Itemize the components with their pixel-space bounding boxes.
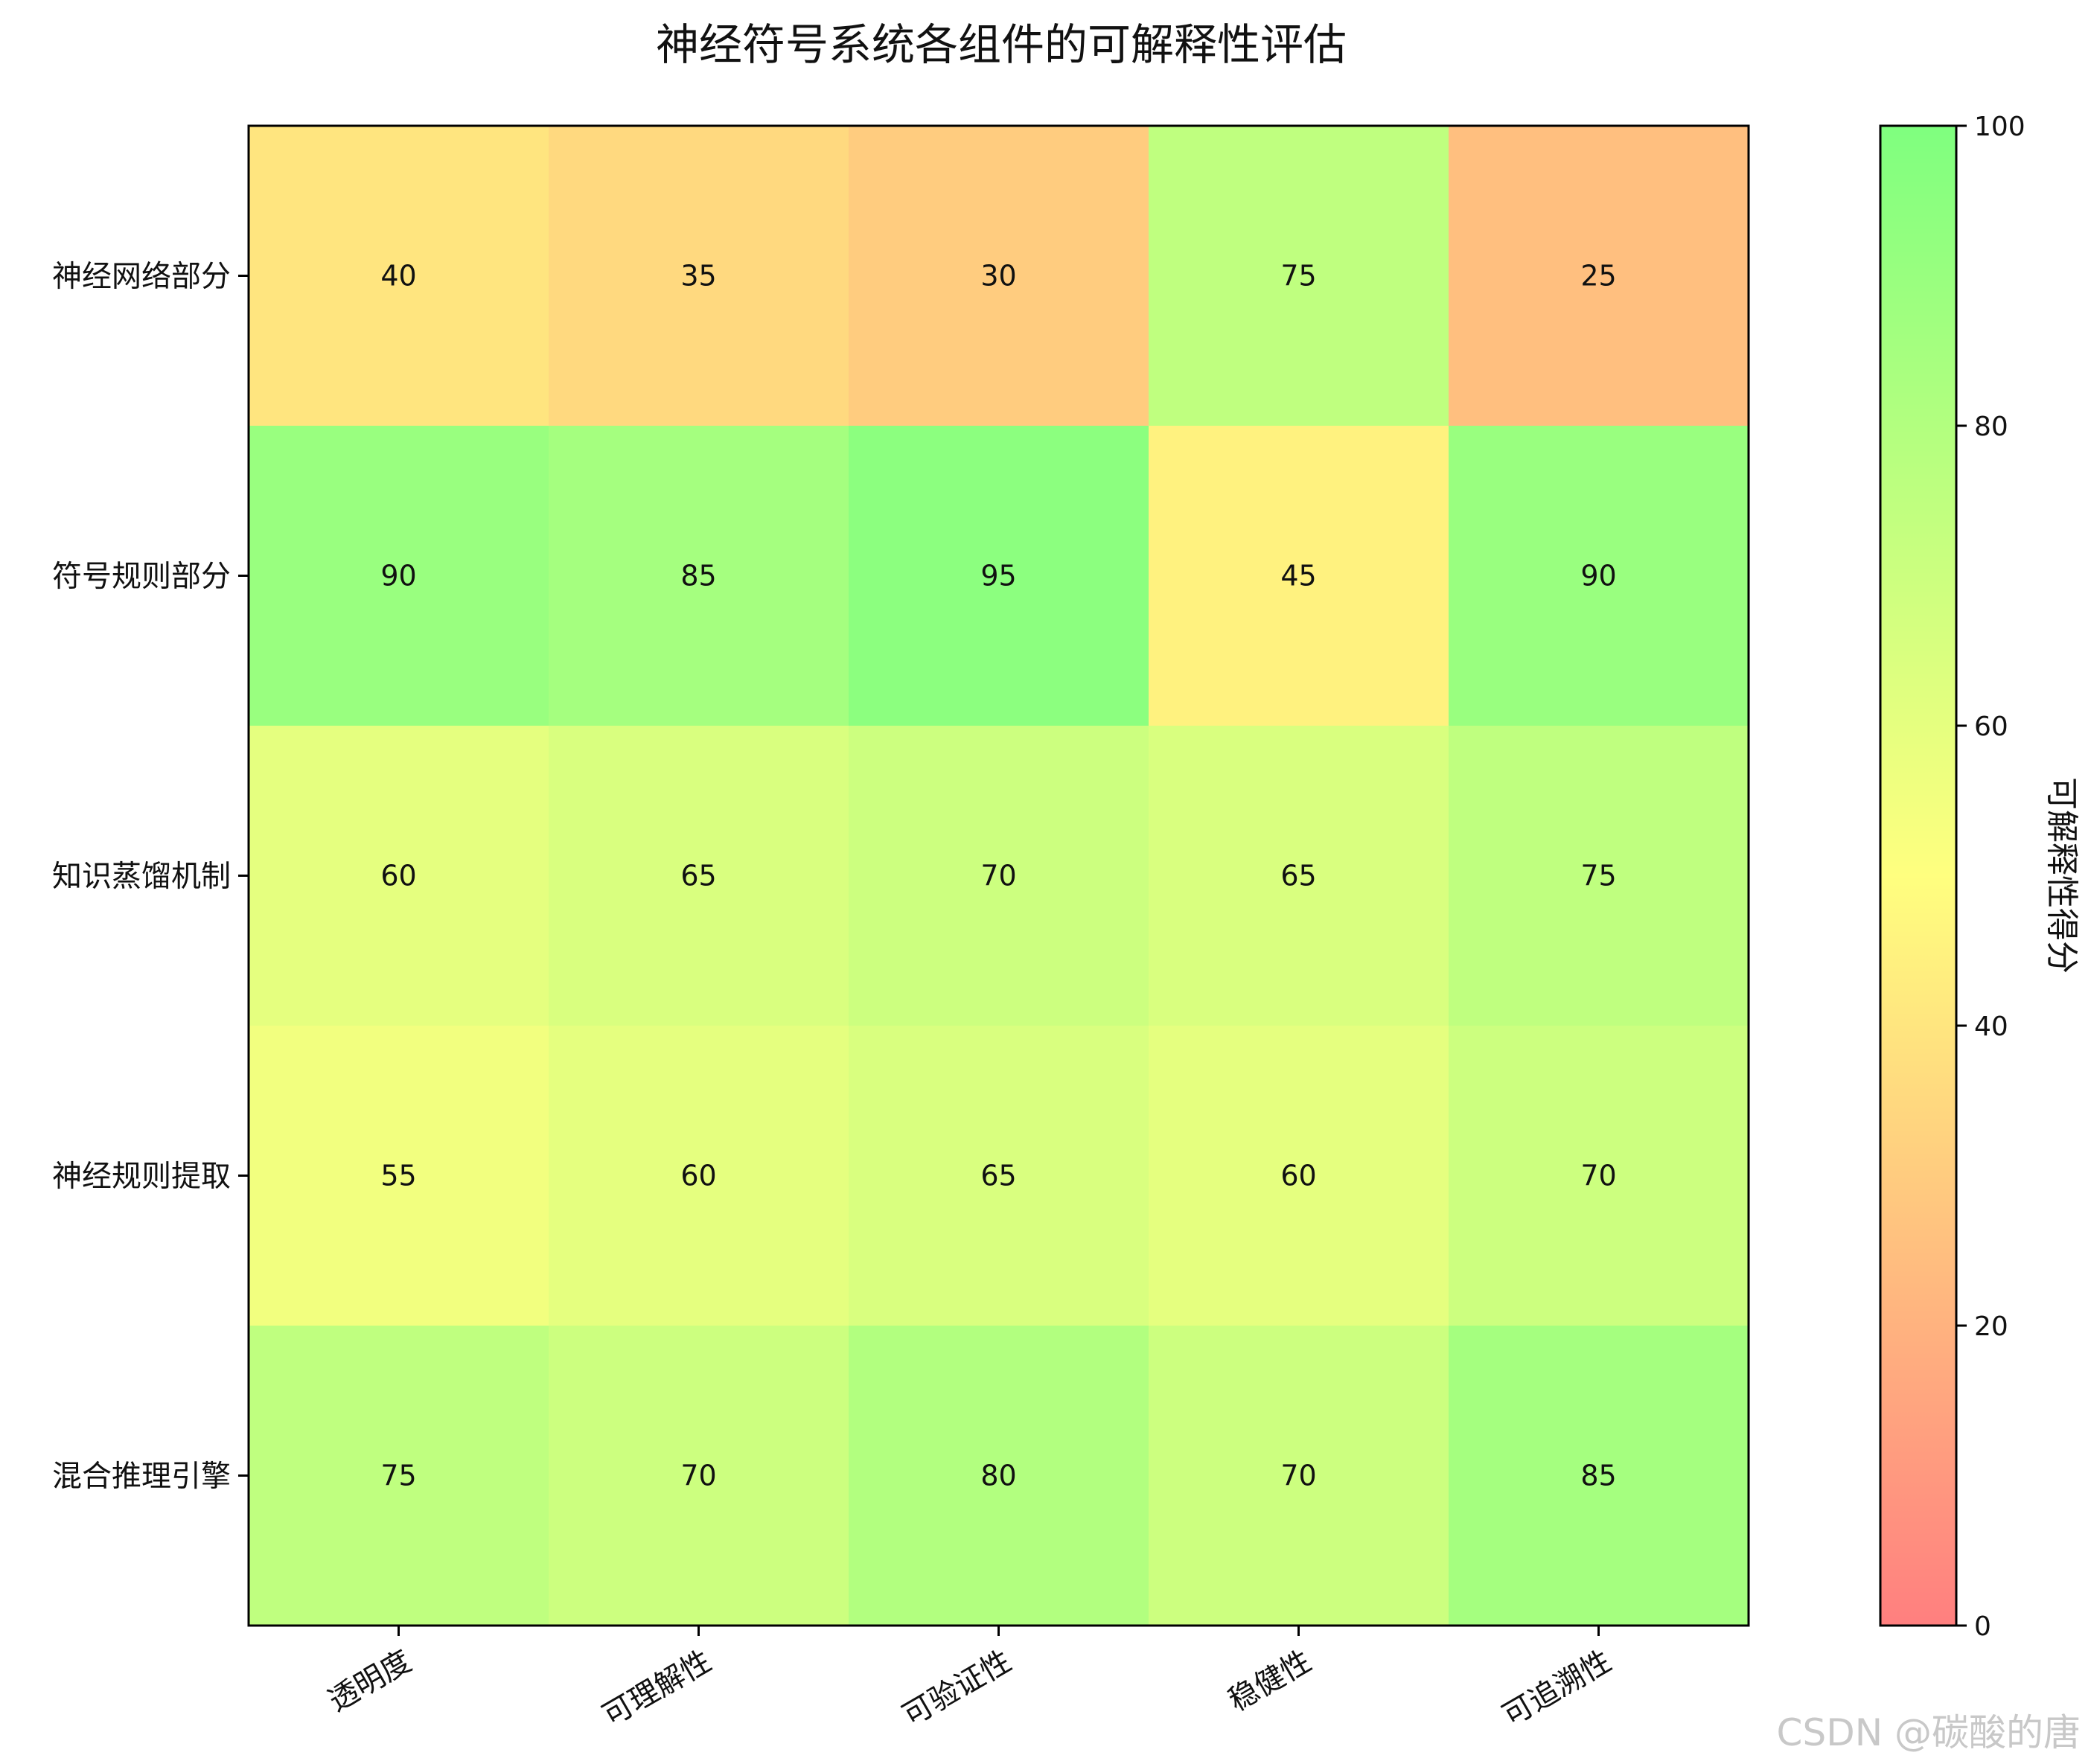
cell-value-label: 35 — [680, 260, 716, 293]
colorbar-tick-label: 80 — [1974, 412, 2008, 442]
heatmap-cell — [249, 426, 549, 726]
cell-value-label: 45 — [1280, 560, 1316, 592]
cell-value-label: 70 — [980, 860, 1016, 892]
cell-value-label: 40 — [380, 260, 416, 293]
cell-value-label: 30 — [980, 260, 1016, 293]
colorbar-tick-label: 100 — [1974, 112, 2025, 142]
heatmap-cell — [549, 1326, 849, 1626]
heatmap-cell — [1149, 1026, 1449, 1326]
cell-value-label: 80 — [980, 1460, 1016, 1492]
x-tick-label: 可验证性 — [897, 1644, 1018, 1733]
cell-value-label: 90 — [380, 560, 416, 592]
cell-value-label: 25 — [1580, 260, 1616, 293]
heatmap-cell — [249, 726, 549, 1026]
colorbar-tick-label: 0 — [1974, 1611, 1991, 1642]
cell-value-label: 70 — [1280, 1460, 1316, 1492]
cell-value-label: 55 — [380, 1160, 416, 1192]
heatmap-cell — [549, 126, 849, 426]
heatmap-cell — [549, 1026, 849, 1326]
heatmap-cell — [1149, 126, 1449, 426]
heatmap-cell — [549, 426, 849, 726]
cell-value-label: 70 — [680, 1460, 716, 1492]
heatmap-cell — [849, 726, 1149, 1026]
cell-value-label: 90 — [1580, 560, 1616, 592]
y-tick-label: 神经规则提取 — [52, 1160, 231, 1194]
cell-value-label: 65 — [680, 860, 716, 892]
y-tick-label: 神经网络部分 — [52, 260, 231, 294]
x-tick-label: 可追溯性 — [1497, 1644, 1618, 1733]
heatmap-cell — [249, 1326, 549, 1626]
cell-value-label: 60 — [380, 860, 416, 892]
watermark: CSDN @碳酸的唐 — [1777, 1711, 2081, 1754]
heatmap-cell — [1449, 426, 1749, 726]
heatmap-cell — [1449, 1026, 1749, 1326]
heatmap-cells — [249, 126, 1749, 1626]
heatmap-cell — [849, 1026, 1149, 1326]
y-tick-label: 混合推理引擎 — [52, 1460, 231, 1494]
heatmap-cell — [1449, 126, 1749, 426]
colorbar: 0 20 40 60 80 100 可解释性得分 — [1879, 112, 2081, 1642]
x-tick-label: 稳健性 — [1223, 1644, 1318, 1719]
chart-title: 神经符号系统各组件的可解释性评估 — [656, 19, 1347, 70]
cell-value-label: 65 — [980, 1160, 1016, 1192]
heatmap-cell — [1449, 726, 1749, 1026]
colorbar-gradient — [1879, 124, 1958, 1627]
y-tick-label: 符号规则部分 — [52, 560, 231, 594]
cell-value-label: 85 — [680, 560, 716, 592]
heatmap-cell — [1149, 726, 1449, 1026]
x-tick-label: 透明度 — [323, 1644, 418, 1719]
heatmap-cell — [1149, 426, 1449, 726]
heatmap-cell — [849, 126, 1149, 426]
cell-value-label: 95 — [980, 560, 1016, 592]
colorbar-tick-label: 40 — [1974, 1012, 2008, 1042]
y-tick-label: 知识蒸馏机制 — [52, 860, 231, 894]
cell-value-label: 60 — [680, 1160, 716, 1192]
colorbar-tick-label: 20 — [1974, 1311, 2008, 1342]
heatmap-cell — [849, 426, 1149, 726]
colorbar-label: 可解释性得分 — [2043, 777, 2081, 974]
colorbar-ticks: 0 20 40 60 80 100 — [1956, 112, 2025, 1642]
heatmap-cell — [1149, 1326, 1449, 1626]
heatmap-cell — [849, 1326, 1149, 1626]
heatmap-cell-labels: 40 35 30 75 25 90 85 95 45 90 60 65 70 65 75 55 60 65 60 70… — [380, 260, 1616, 1492]
heatmap-cell — [1449, 1326, 1749, 1626]
cell-value-label: 75 — [1280, 260, 1316, 293]
cell-value-label: 75 — [1580, 860, 1616, 892]
x-axis: 透明度 可理解性 可验证性 稳健性 可追溯性 — [323, 1626, 1618, 1733]
heatmap-cell — [249, 126, 549, 426]
cell-value-label: 75 — [380, 1460, 416, 1492]
cell-value-label: 60 — [1280, 1160, 1316, 1192]
cell-value-label: 70 — [1580, 1160, 1616, 1192]
colorbar-tick-label: 60 — [1974, 712, 2008, 742]
x-tick-label: 可理解性 — [597, 1644, 718, 1733]
cell-value-label: 65 — [1280, 860, 1316, 892]
heatmap-cell — [549, 726, 849, 1026]
heatmap-cell — [249, 1026, 549, 1326]
cell-value-label: 85 — [1580, 1460, 1616, 1492]
